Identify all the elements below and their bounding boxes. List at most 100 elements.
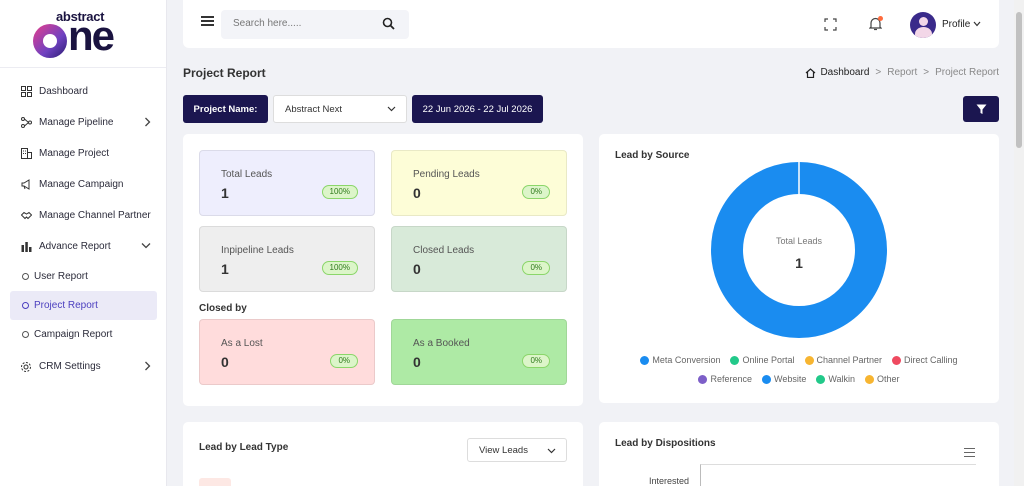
stat-total-leads[interactable]: Total Leads 1 100% (199, 150, 375, 216)
stat-percent-badge: 100% (321, 261, 358, 275)
gear-icon (20, 361, 32, 373)
sidebar-subitem-user-report[interactable]: User Report (0, 262, 167, 291)
sidebar-subitem-label: User Report (34, 271, 88, 282)
page-scrollbar[interactable] (1014, 0, 1024, 486)
circle-bullet-icon (22, 302, 29, 309)
stat-value: 1 (221, 185, 229, 201)
chart-menu-icon[interactable] (964, 448, 975, 460)
stat-percent-badge: 0% (522, 354, 550, 368)
chevron-right-icon (144, 117, 151, 130)
legend-item[interactable]: Meta Conversion (640, 355, 720, 365)
legend-label: Online Portal (742, 355, 795, 365)
search-input[interactable] (233, 18, 373, 29)
project-select-value: Abstract Next (285, 103, 343, 115)
stat-percent-badge: 0% (522, 185, 550, 199)
legend-swatch (816, 374, 826, 384)
sidebar-item-manage-pipeline[interactable]: Manage Pipeline (0, 107, 167, 138)
stats-panel: Total Leads 1 100% Pending Leads 0 0% In… (183, 134, 583, 406)
circle-bullet-icon (22, 331, 29, 338)
sidebar-item-label: Manage Project (39, 148, 110, 159)
sidebar-subitem-label: Project Report (34, 300, 98, 311)
dispositions-title: Lead by Dispositions (615, 438, 716, 449)
sidebar-subitem-campaign-report[interactable]: Campaign Report (0, 320, 167, 349)
chevron-right-icon (144, 361, 151, 374)
legend-item[interactable]: Direct Calling (892, 355, 958, 365)
sidebar-item-label: Dashboard (39, 86, 88, 97)
sidebar-item-label: Manage Campaign (39, 179, 124, 190)
breadcrumb-home[interactable]: Dashboard (805, 67, 869, 78)
notification-dot (878, 16, 883, 21)
stat-closed-leads[interactable]: Closed Leads 0 0% (391, 226, 567, 292)
sidebar-item-label: Advance Report (39, 241, 111, 252)
sparkle-icon: ✦ (46, 34, 55, 45)
lead-type-swatch (199, 478, 231, 486)
dispositions-category-label: Interested (649, 476, 690, 486)
legend-item[interactable]: Online Portal (730, 355, 795, 365)
legend-label: Walkin (828, 374, 856, 384)
sidebar-subitem-project-report[interactable]: Project Report (10, 291, 157, 320)
stat-label: Total Leads (221, 169, 273, 180)
profile-menu[interactable]: Profile (942, 19, 981, 30)
notification-bell-icon[interactable] (868, 16, 883, 34)
legend-item[interactable]: Website (761, 374, 806, 384)
search-box (221, 10, 409, 39)
legend-swatch (761, 374, 771, 384)
breadcrumb-separator: > (875, 67, 882, 78)
chart-legend-row: Reference Website Walkin Other (599, 374, 999, 384)
breadcrumb: Dashboard > Report > Project Report (805, 67, 999, 78)
stat-pending-leads[interactable]: Pending Leads 0 0% (391, 150, 567, 216)
stat-as-lost[interactable]: As a Lost 0 0% (199, 319, 375, 385)
grid-icon (20, 86, 32, 98)
search-icon[interactable] (382, 17, 395, 33)
stat-percent-badge: 100% (321, 185, 358, 199)
scrollbar-thumb[interactable] (1016, 12, 1022, 148)
legend-swatch (730, 355, 740, 365)
sidebar-item-manage-project[interactable]: Manage Project (0, 138, 167, 169)
project-select[interactable]: Abstract Next (273, 95, 407, 123)
stat-inpipeline-leads[interactable]: Inpipeline Leads 1 100% (199, 226, 375, 292)
breadcrumb-report[interactable]: Report (887, 67, 918, 78)
legend-swatch (698, 374, 708, 384)
stat-value: 0 (413, 185, 421, 201)
stat-label: As a Lost (221, 338, 263, 349)
sidebar-item-advance-report[interactable]: Advance Report (0, 231, 167, 262)
stat-value: 0 (413, 261, 421, 277)
brand-logo[interactable]: abstract ✦ ne (0, 0, 166, 68)
avatar[interactable] (910, 12, 936, 38)
lead-source-donut-chart: Total Leads 1 (711, 162, 887, 338)
stat-label: As a Booked (413, 338, 470, 349)
menu-toggle-icon[interactable] (201, 16, 214, 26)
bar-chart-icon (20, 241, 32, 253)
legend-item[interactable]: Reference (698, 374, 752, 384)
sidebar-item-dashboard[interactable]: Dashboard (0, 76, 167, 107)
filter-button[interactable] (963, 96, 999, 122)
view-leads-dropdown[interactable]: View Leads (467, 438, 567, 462)
breadcrumb-separator: > (923, 67, 930, 78)
donut-center-label: Total Leads (776, 236, 823, 246)
lead-type-title: Lead by Lead Type (199, 442, 289, 453)
legend-item[interactable]: Channel Partner (804, 355, 883, 365)
page-title: Project Report (183, 66, 266, 80)
legend-item[interactable]: Walkin (816, 374, 855, 384)
fullscreen-icon[interactable] (824, 18, 837, 31)
sidebar-subitem-label: Campaign Report (34, 329, 113, 340)
stat-label: Inpipeline Leads (221, 245, 294, 256)
stat-as-booked[interactable]: As a Booked 0 0% (391, 319, 567, 385)
sidebar-item-manage-channel-partner[interactable]: Manage Channel Partner (0, 200, 167, 231)
legend-swatch (892, 355, 902, 365)
filter-icon (976, 104, 986, 114)
project-name-label: Project Name: (183, 95, 268, 123)
legend-label: Meta Conversion (652, 355, 721, 365)
stat-label: Pending Leads (413, 169, 480, 180)
stat-percent-badge: 0% (330, 354, 358, 368)
brand-main-text: ne (68, 12, 115, 59)
megaphone-icon (20, 179, 32, 191)
sidebar-item-crm-settings[interactable]: CRM Settings (0, 351, 167, 382)
donut-slice-meta-conversion[interactable] (711, 162, 887, 338)
dispositions-panel: Lead by Dispositions Interested (599, 422, 999, 486)
date-range-picker[interactable]: 22 Jun 2026 - 22 Jul 2026 (412, 95, 543, 123)
legend-label: Channel Partner (816, 355, 883, 365)
stat-value: 0 (221, 354, 229, 370)
legend-item[interactable]: Other (865, 374, 900, 384)
sidebar-item-manage-campaign[interactable]: Manage Campaign (0, 169, 167, 200)
